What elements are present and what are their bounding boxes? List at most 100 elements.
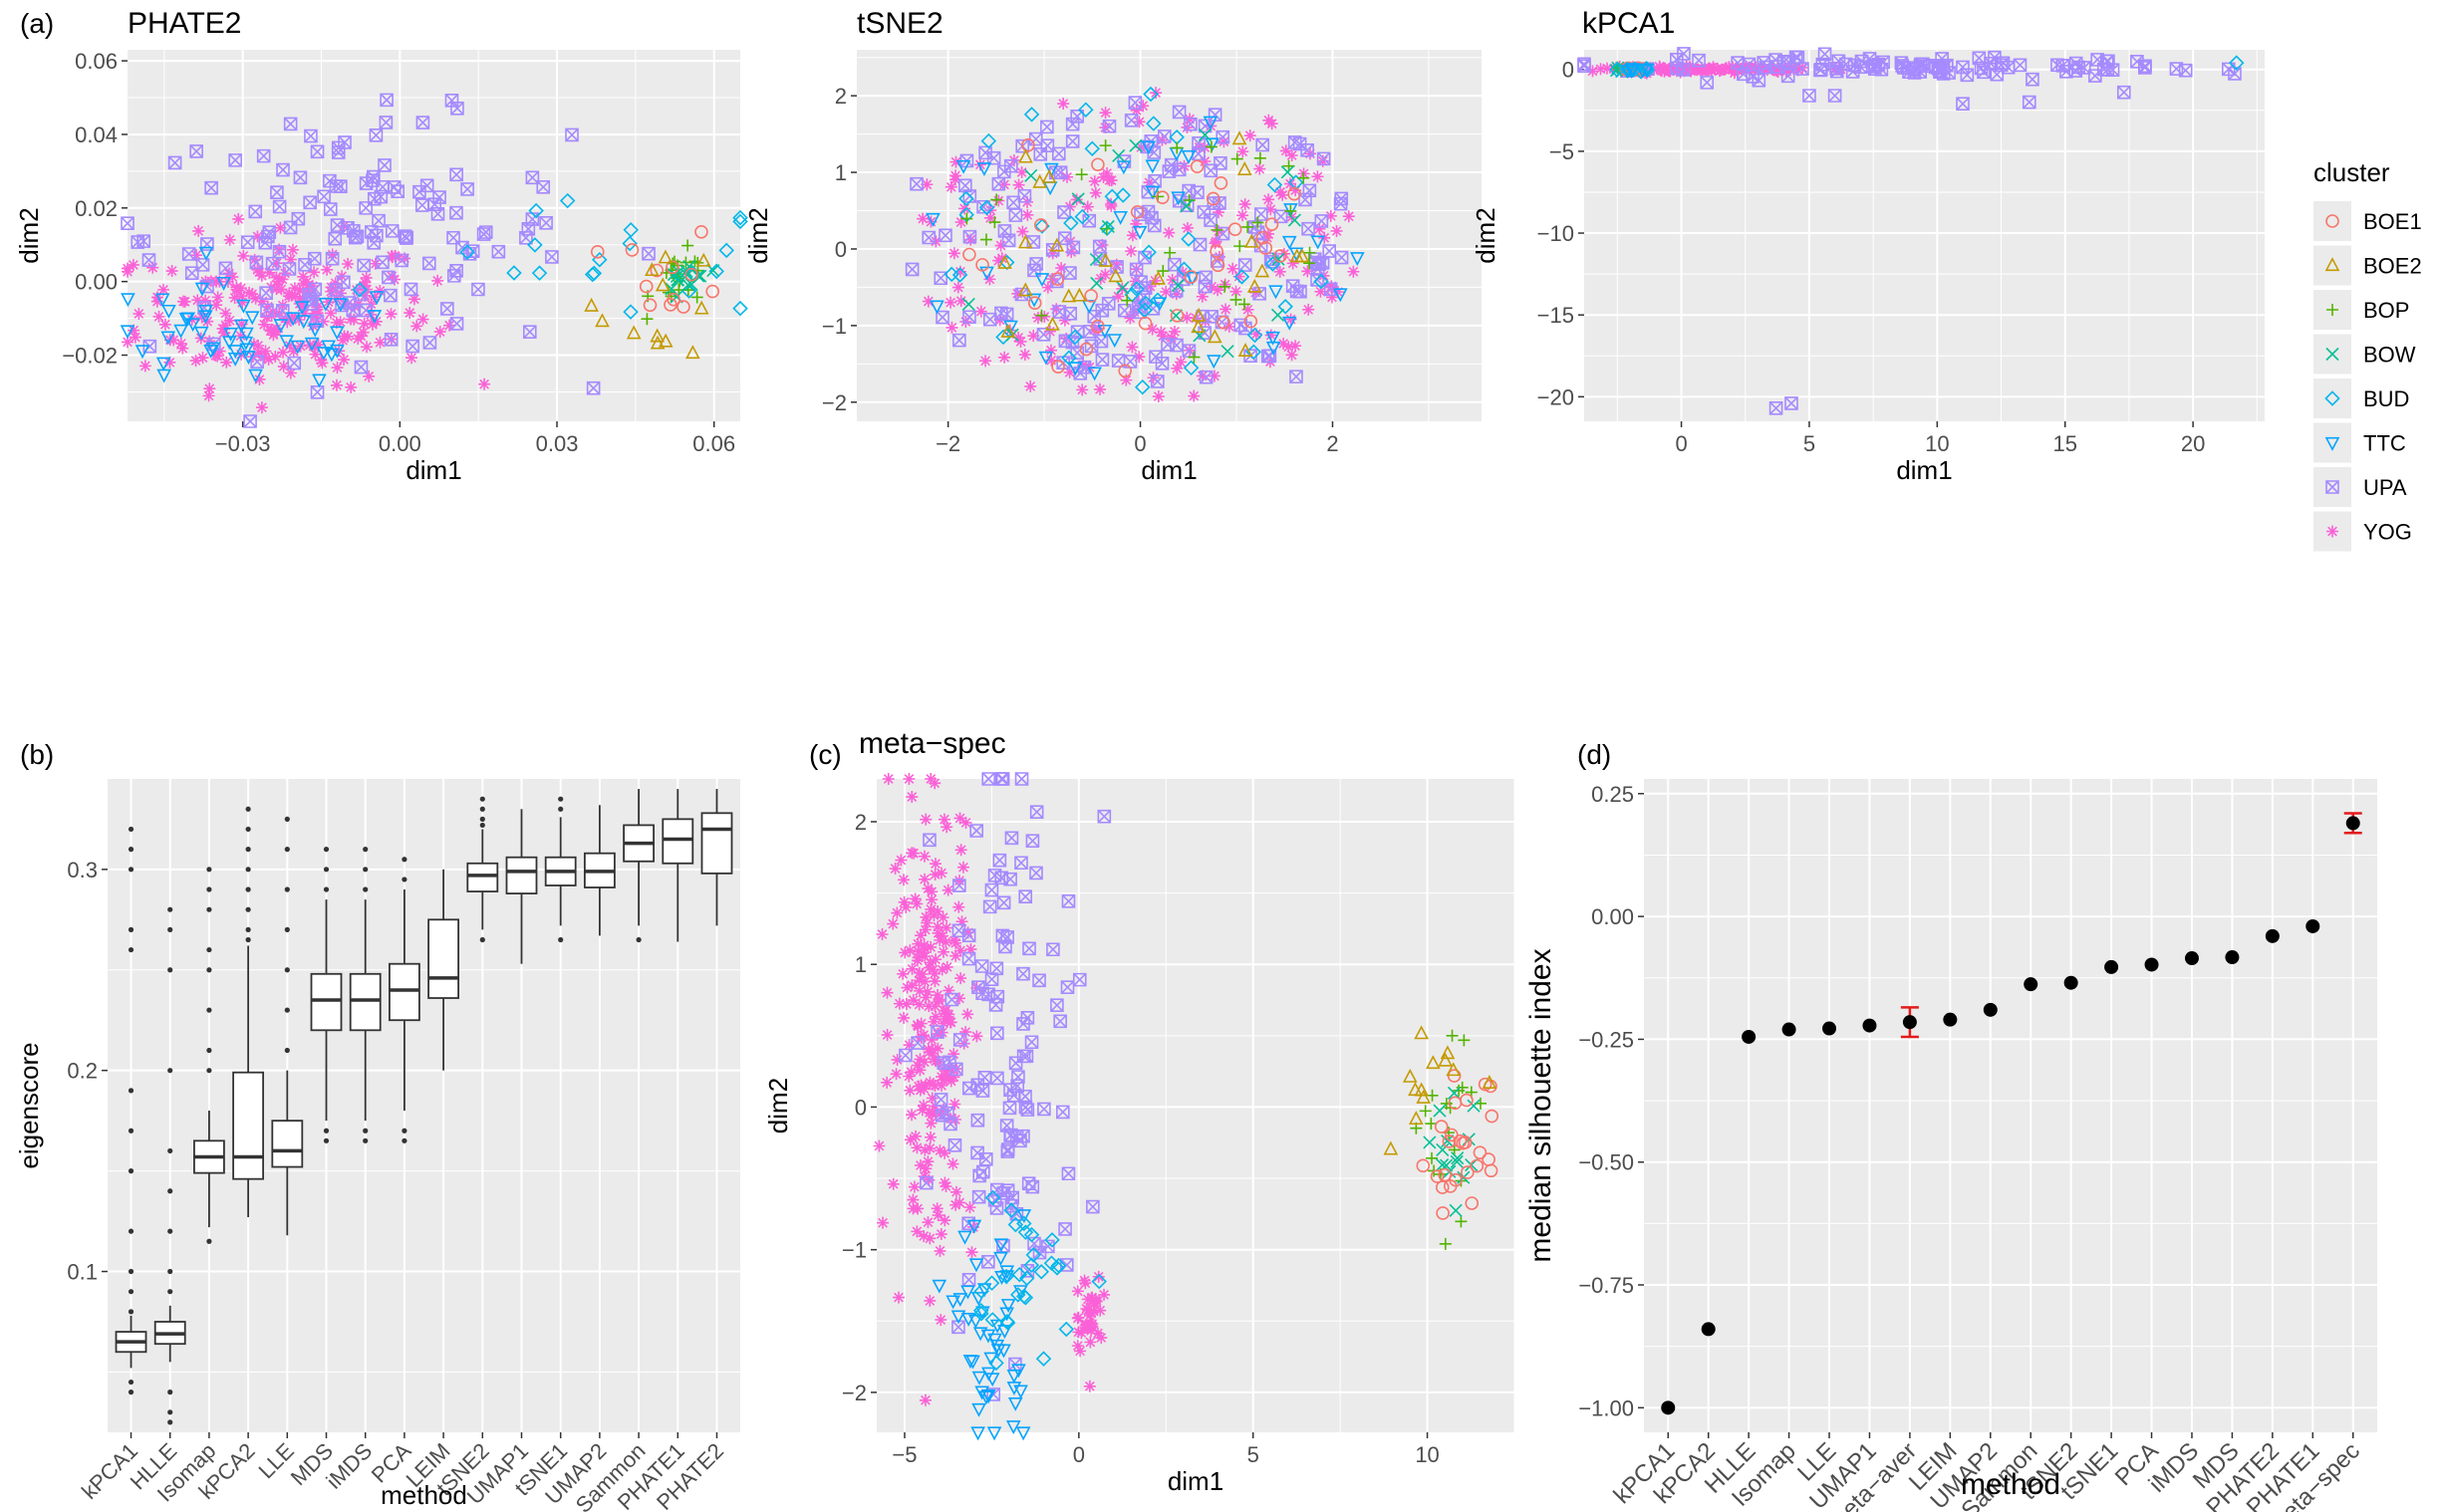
point-upa xyxy=(272,199,287,214)
point-upa xyxy=(1301,221,1315,236)
point-boe2 xyxy=(658,249,674,264)
point-yog xyxy=(911,1141,924,1154)
point-yog xyxy=(948,1048,960,1061)
point-yog xyxy=(1079,1277,1092,1290)
point-ttc xyxy=(1181,149,1197,164)
point-upa xyxy=(1070,346,1085,360)
point-yog xyxy=(923,1106,936,1119)
point-yog xyxy=(1658,65,1671,78)
point-yog xyxy=(1045,354,1058,367)
point-boe1 xyxy=(1258,241,1273,255)
point-bud xyxy=(459,244,475,260)
point-upa xyxy=(899,1048,913,1063)
point-yog xyxy=(178,295,191,308)
point-yog xyxy=(369,257,382,270)
point-yog xyxy=(293,297,306,310)
point-bop xyxy=(1303,257,1316,270)
legend-key xyxy=(2313,245,2351,286)
point-yog xyxy=(941,821,953,834)
point-bop xyxy=(1218,280,1231,293)
point-bud xyxy=(1135,378,1151,395)
point-yog xyxy=(1105,174,1118,187)
point-upa xyxy=(545,250,559,264)
point-bud xyxy=(978,199,995,216)
point-boe1 xyxy=(667,292,680,307)
point-bow xyxy=(682,259,696,274)
phate2-scatter: −0.03 0.00 0.03 0.06 −0.02 0.00 0.02 0.04 0.06 di… xyxy=(14,49,748,485)
point-ttc xyxy=(966,1219,982,1234)
point-boe1 xyxy=(975,258,989,272)
point-yog xyxy=(911,1019,924,1032)
point-upa xyxy=(1198,279,1213,294)
point-bow xyxy=(665,282,678,296)
point-yog xyxy=(338,298,351,311)
point-upa xyxy=(969,824,983,838)
point-yog xyxy=(919,923,932,936)
y-tick-label: −1 xyxy=(842,1238,867,1263)
y-tick-label: −1 xyxy=(822,314,847,339)
point-upa xyxy=(446,230,460,245)
point-yog xyxy=(925,902,938,915)
title-kpca1: kPCA1 xyxy=(1582,7,1675,40)
point-bud xyxy=(951,267,968,283)
point-bop xyxy=(1099,139,1112,152)
point-yog xyxy=(954,844,967,857)
point-yog xyxy=(1199,155,1212,168)
point-yog xyxy=(907,1193,920,1206)
point-yog xyxy=(919,1143,932,1156)
point-yog xyxy=(1110,258,1123,271)
point-yog xyxy=(922,882,935,895)
point-bow xyxy=(1179,199,1194,213)
point-ttc xyxy=(369,291,385,306)
box-phate2 xyxy=(700,812,733,875)
point-yog xyxy=(923,961,936,974)
point-ttc xyxy=(135,345,150,360)
point-yog xyxy=(1226,262,1239,275)
point-bop xyxy=(1455,1215,1468,1228)
point-yog xyxy=(338,354,351,367)
panel-label-d: (d) xyxy=(1577,739,1611,770)
point-ttc xyxy=(946,1295,960,1310)
point-upa xyxy=(521,221,536,236)
point-upa xyxy=(1022,941,1036,956)
point-yog xyxy=(936,1026,948,1039)
box-outlier xyxy=(363,886,369,892)
point-yog xyxy=(924,956,937,969)
point-ttc xyxy=(285,312,301,327)
point-upa xyxy=(984,972,999,986)
point-yog xyxy=(1087,1297,1100,1310)
y-tick-label: 0.1 xyxy=(67,1260,98,1285)
point-upa xyxy=(419,178,434,193)
point-bud xyxy=(1141,244,1157,260)
point-yog xyxy=(929,1000,942,1013)
point-upa xyxy=(981,772,995,786)
point-upa xyxy=(1780,69,1795,84)
point-upa xyxy=(1784,396,1798,410)
point-yog xyxy=(930,1010,943,1023)
point-yog xyxy=(1089,186,1102,199)
point-yog xyxy=(1012,178,1025,191)
point-upa xyxy=(440,302,454,316)
point-yog xyxy=(196,352,209,365)
point-yog xyxy=(1099,107,1112,120)
point-yog xyxy=(924,1141,937,1154)
point-yog xyxy=(386,250,399,263)
point-upa xyxy=(961,951,976,966)
point-upa xyxy=(523,325,537,340)
point-boe1 xyxy=(1130,205,1145,219)
point-umap1 xyxy=(1862,1018,1877,1033)
x-axis-label: dim1 xyxy=(1141,455,1197,485)
point-yog xyxy=(1160,286,1173,299)
point-boe2 xyxy=(1061,288,1077,303)
point-upa xyxy=(307,251,322,266)
point-yog xyxy=(1175,356,1188,369)
point-yog xyxy=(1126,229,1139,242)
point-yog xyxy=(352,333,365,346)
point-bow xyxy=(1441,1134,1455,1148)
point-upa xyxy=(1692,53,1706,68)
legend-marker-boe1 xyxy=(2325,214,2339,228)
point-bop xyxy=(1439,1237,1452,1250)
point-yog xyxy=(216,322,229,335)
point-bop xyxy=(1035,309,1048,322)
point-yog xyxy=(954,972,967,985)
